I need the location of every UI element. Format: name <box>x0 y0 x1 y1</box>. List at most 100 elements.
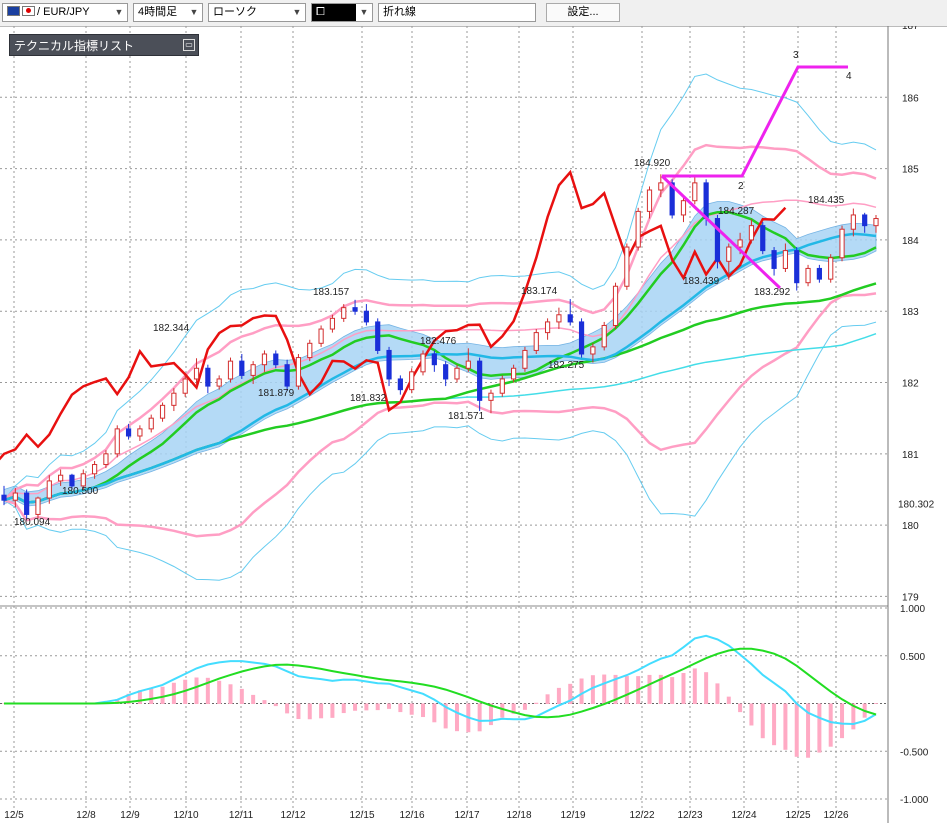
chart-type-select[interactable]: ローソク ▼ <box>208 3 306 22</box>
price-tick-label: 181 <box>902 450 919 461</box>
chevron-down-icon: ▼ <box>292 7 302 17</box>
oscillator-pane <box>2 634 878 758</box>
histogram-bar <box>692 668 697 704</box>
date-tick-label: 12/17 <box>454 810 479 821</box>
collapse-icon[interactable]: ▭ <box>183 39 195 51</box>
histogram-bar <box>160 686 165 704</box>
candle-body <box>828 257 834 280</box>
histogram-bar <box>409 703 414 715</box>
histogram-bar <box>319 703 324 719</box>
candle-body <box>465 360 471 369</box>
price-annotation: 183.157 <box>313 287 350 298</box>
candle-body <box>80 473 86 487</box>
price-annotation: 182.476 <box>420 336 457 347</box>
signal-line <box>4 647 877 719</box>
histogram-bar <box>387 703 392 709</box>
jp-flag-icon <box>22 6 35 16</box>
candle-body <box>250 364 256 376</box>
histogram-bar <box>432 703 437 723</box>
indicator-list-title: テクニカル指標リスト <box>14 39 135 53</box>
date-tick-label: 12/10 <box>173 810 198 821</box>
histogram-bar <box>488 703 493 726</box>
chevron-down-icon: ▼ <box>189 7 199 17</box>
candle-body <box>24 492 30 515</box>
histogram-bar <box>194 677 199 704</box>
symbol-label: / EUR/JPY <box>37 6 90 18</box>
histogram-bar <box>500 703 505 718</box>
date-tick-label: 12/5 <box>4 810 24 821</box>
toolbar: / EUR/JPY ▼ 4時間足 ▼ ローソク ▼ ⧠ ▼ 折れ線 設定... <box>0 0 947 27</box>
date-tick-label: 12/16 <box>399 810 424 821</box>
osc-tick-label: -0.500 <box>900 747 929 758</box>
candle-body <box>261 353 268 366</box>
histogram-bar <box>738 703 743 713</box>
candle-body <box>737 239 743 248</box>
histogram-bar <box>364 703 369 711</box>
candle-body <box>103 453 109 466</box>
drawing-tool-field[interactable]: 折れ線 <box>378 3 536 22</box>
grid <box>0 26 889 823</box>
candle-body <box>578 321 585 355</box>
candle-body <box>12 492 18 501</box>
bollinger-upper-2sd <box>3 143 877 502</box>
histogram-bar <box>568 683 573 704</box>
candle-body <box>443 364 449 380</box>
candle-body <box>409 371 415 391</box>
candle-body <box>680 200 687 216</box>
candle-body <box>533 332 539 351</box>
wave-label: 3 <box>793 50 799 61</box>
candle-body <box>714 218 721 262</box>
price-tick-label: 186 <box>902 93 919 104</box>
candle-body <box>658 182 664 191</box>
candle-body <box>227 360 234 380</box>
timeframe-select[interactable]: 4時間足 ▼ <box>133 3 203 22</box>
histogram-bar <box>262 700 267 704</box>
price-annotation: 184.920 <box>634 158 671 169</box>
price-annotation: 184.287 <box>718 206 755 217</box>
candle-body <box>567 314 573 323</box>
date-tick-label: 12/24 <box>731 810 756 821</box>
candle-body <box>624 246 630 287</box>
histogram-bar <box>296 703 301 720</box>
candle-body <box>58 474 64 482</box>
histogram-bar <box>307 703 312 720</box>
price-annotations: 180.094 180.500 182.344 181.879 183.157 181.8… <box>14 50 852 528</box>
candle-body <box>284 364 290 387</box>
histogram-bar <box>624 676 629 704</box>
bollinger-upper-3sd <box>3 73 877 501</box>
price-annotation: 180.094 <box>14 517 51 528</box>
axes: 179 180 181 182 183 184 185 186 187 180.302 12/5 12… <box>4 26 934 821</box>
settings-button[interactable]: 設定... <box>546 3 620 22</box>
histogram-bar <box>285 703 290 714</box>
histogram-bar <box>534 702 539 704</box>
candle-body <box>193 367 200 380</box>
histogram-bar <box>454 703 459 732</box>
price-annotation: 183.174 <box>521 286 558 297</box>
histogram-bar <box>149 688 154 704</box>
date-tick-label: 12/15 <box>349 810 374 821</box>
candle-body <box>352 307 358 312</box>
bollinger-upper-1sd <box>3 199 877 501</box>
candle-body <box>420 353 426 373</box>
histogram-bar <box>613 674 618 704</box>
symbol-select[interactable]: / EUR/JPY ▼ <box>2 3 128 22</box>
candle-body <box>477 360 483 401</box>
candle-body <box>782 250 789 269</box>
style-select[interactable]: ⧠ ▼ <box>311 3 373 22</box>
price-tick-label: 180 <box>902 521 919 532</box>
indicator-list-panel[interactable]: テクニカル指標リスト ▭ <box>9 34 199 56</box>
candle-body <box>454 367 460 380</box>
histogram-bar <box>579 678 584 704</box>
date-tick-label: 12/19 <box>560 810 585 821</box>
histogram-bar <box>806 703 811 758</box>
candle-body <box>295 357 302 387</box>
chevron-down-icon: ▼ <box>356 4 372 21</box>
candle-body <box>646 189 653 212</box>
candles <box>1 174 879 519</box>
histogram-bar <box>851 703 856 730</box>
price-chart[interactable]: 180.094 180.500 182.344 181.879 183.157 181.8… <box>0 26 947 823</box>
date-tick-label: 12/23 <box>677 810 702 821</box>
histogram-bar <box>330 703 335 718</box>
histogram-bar <box>341 703 346 714</box>
drawing-tool-label: 折れ線 <box>383 6 416 18</box>
